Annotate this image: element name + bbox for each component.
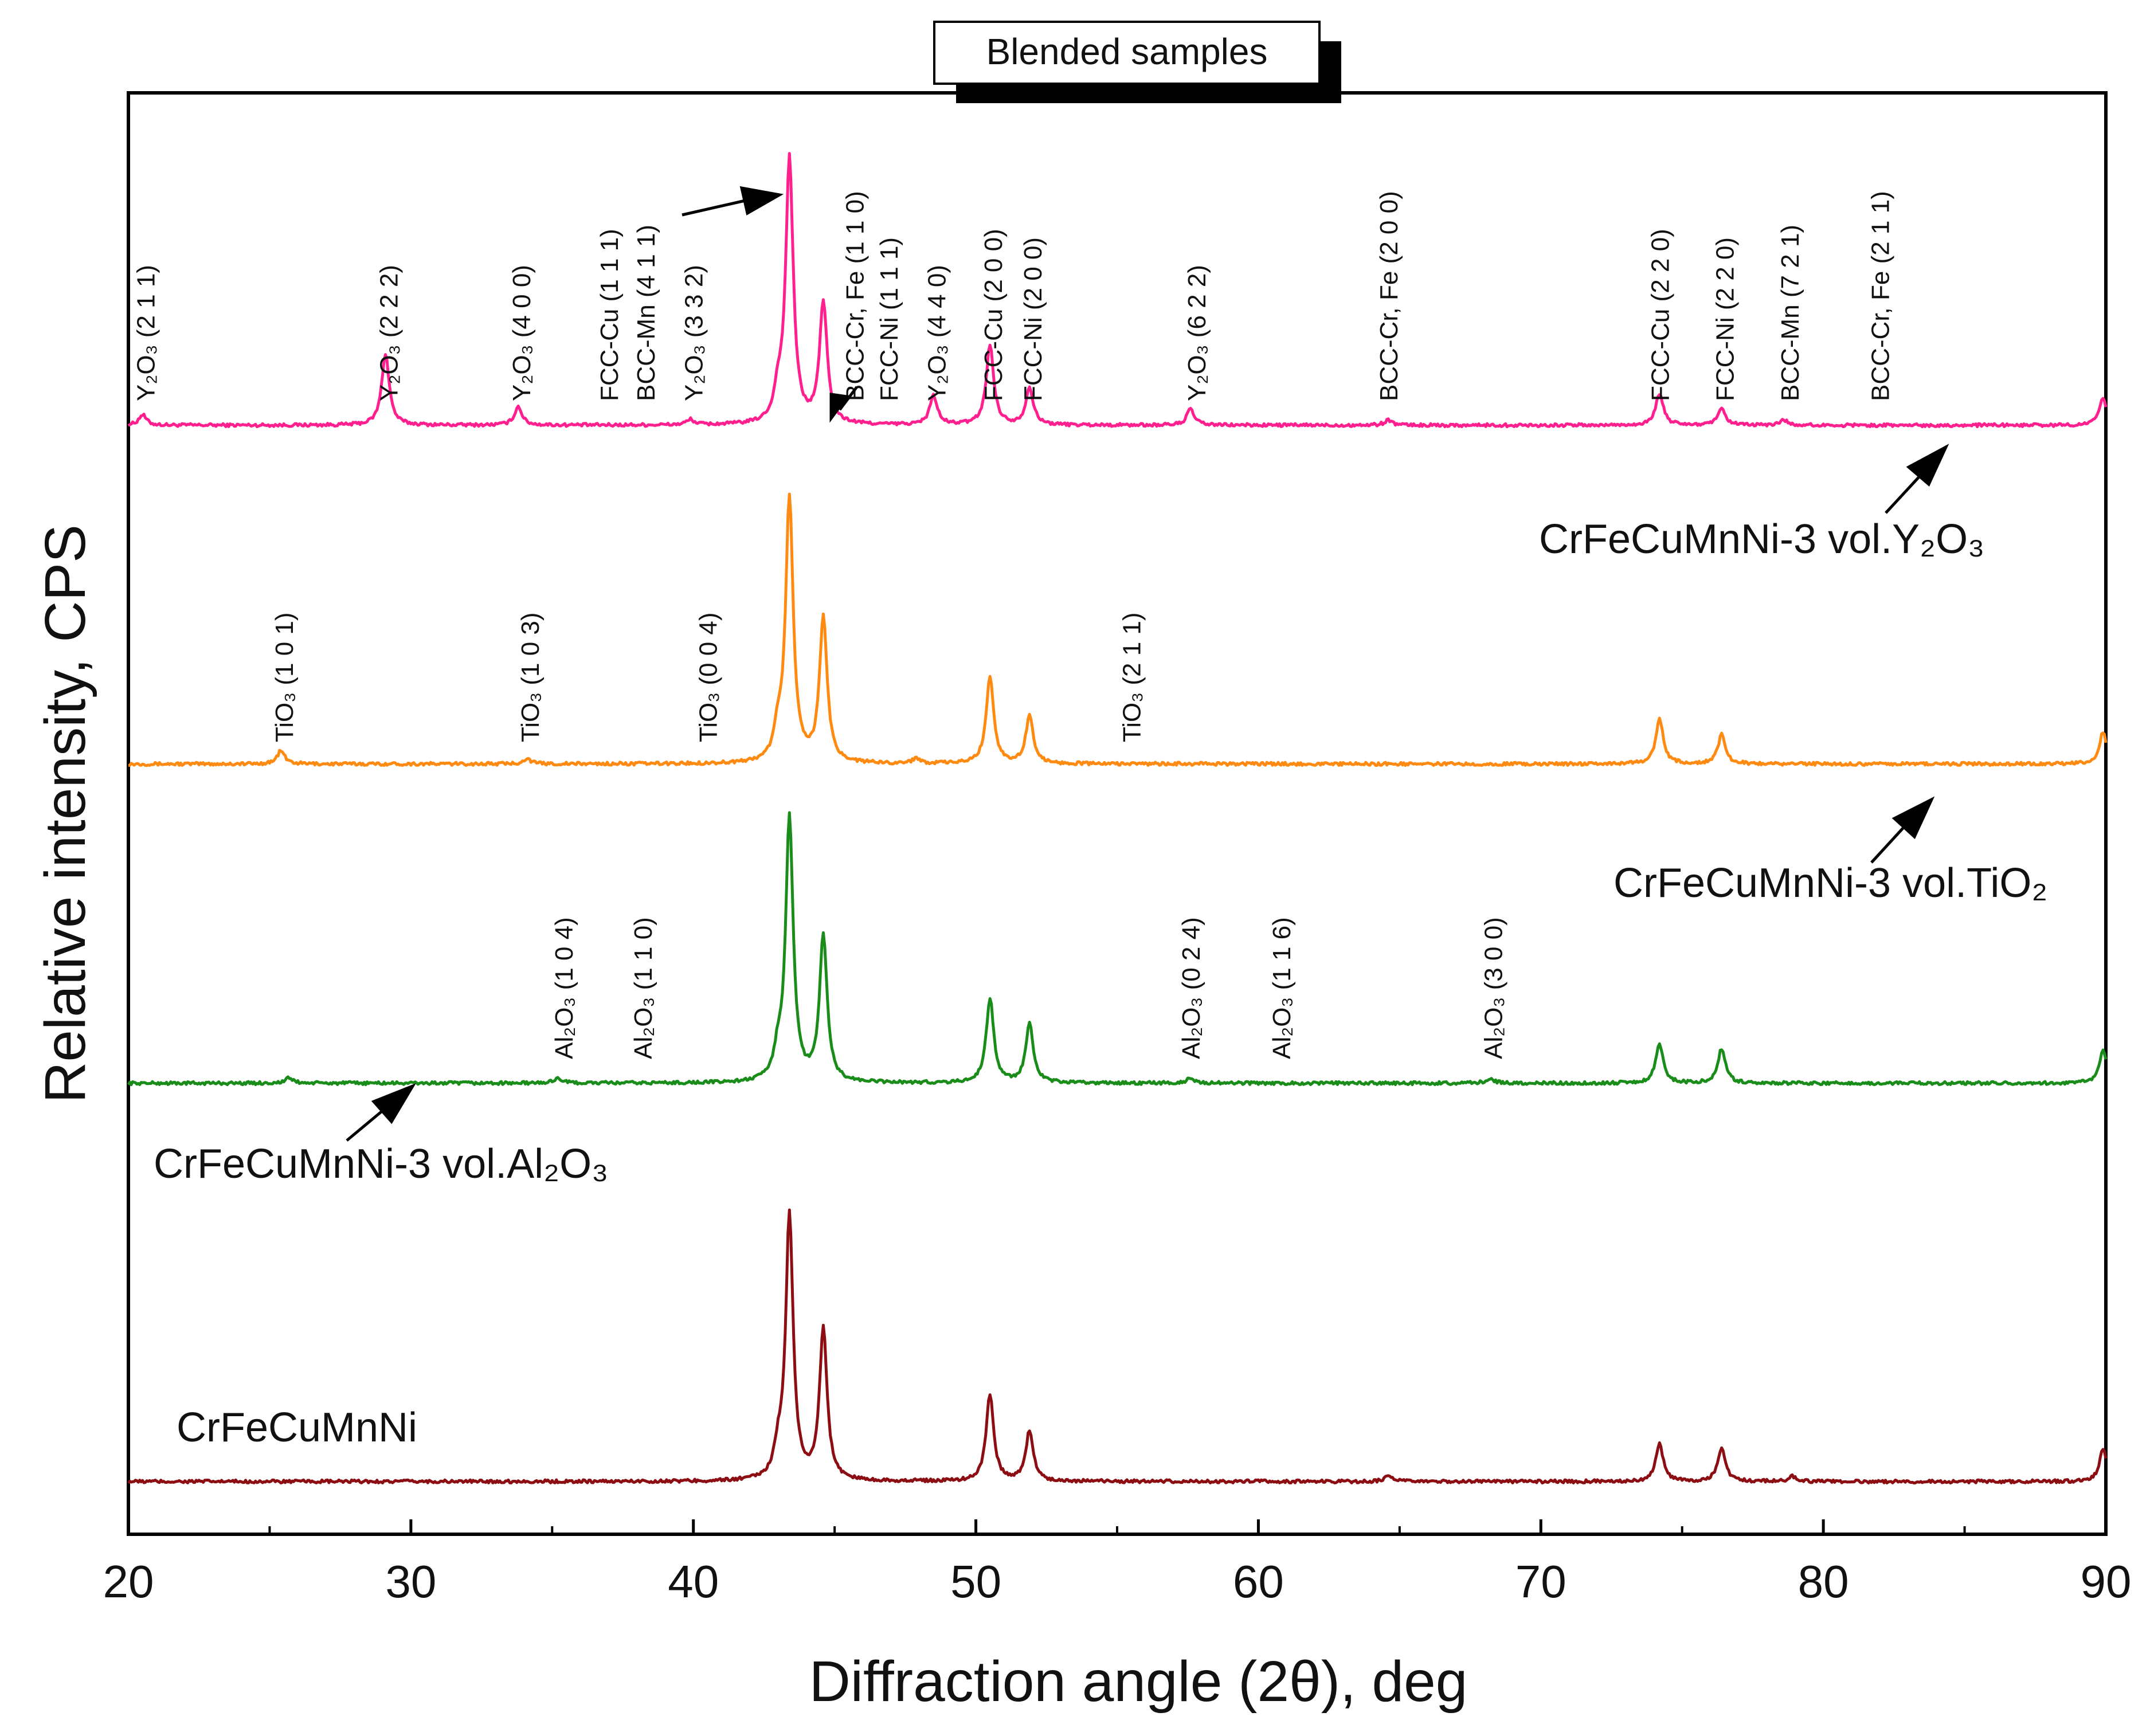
series-name: CrFeCuMnNi-3 vol.Al₂O₃ [154, 1141, 608, 1187]
x-axis-ticks: 20 30 40 50 60 70 80 90 [103, 1519, 2132, 1607]
x-tick-label: 50 [950, 1556, 1001, 1607]
peak-label: TiO₃ (2 1 1) [1118, 612, 1146, 742]
series-names: CrFeCuMnNi-3 vol.Y₂O₃ CrFeCuMnNi-3 vol.Ti… [154, 516, 2047, 1451]
series-layer [127, 152, 2108, 1485]
peak-label: Y₂O₃ (2 2 2) [375, 265, 403, 401]
x-tick-label: 40 [668, 1556, 719, 1607]
series-name: CrFeCuMnNi-3 vol.Y₂O₃ [1539, 516, 1984, 562]
peak-label: Y₂O₃ (4 0 0) [508, 265, 536, 401]
peak-label: Al₂O₃ (1 0 4) [550, 917, 578, 1059]
peak-label: FCC-Cu (1 1 1) [596, 229, 624, 401]
plot-frame [127, 91, 2108, 1536]
peak-label: FCC-Ni (2 2 0) [1712, 237, 1740, 401]
peak-label: FCC-Cu (2 0 0) [980, 229, 1008, 401]
arrow-bcc-cr-fe-110 [829, 386, 858, 423]
title-box-frame [933, 21, 1321, 85]
peak-label: Y₂O₃ (6 2 2) [1183, 265, 1211, 401]
x-tick-label: 90 [2081, 1556, 2132, 1607]
series-name: CrFeCuMnNi-3 vol.TiO₂ [1613, 860, 2047, 906]
peak-label: BCC-Mn (4 1 1) [632, 225, 660, 401]
title-box: Blended samples [933, 21, 1341, 103]
peak-label: TiO₃ (1 0 3) [516, 612, 545, 742]
peak-label: BCC-Mn (7 2 1) [1776, 225, 1804, 401]
arrows [346, 186, 1949, 1142]
series-line [127, 1208, 2108, 1485]
peak-label: FCC-Ni (1 1 1) [875, 237, 903, 401]
x-tick-label: 30 [385, 1556, 436, 1607]
arrow-y2o3-series [1885, 444, 1949, 514]
arrow-al2o3-series [346, 1083, 416, 1142]
y-axis-label: Relative intensity, CPS [33, 524, 97, 1103]
x-tick-label: 60 [1233, 1556, 1284, 1607]
peak-label: FCC-Ni (2 0 0) [1019, 237, 1047, 401]
peak-label: BCC-Cr, Fe (1 1 0) [841, 191, 870, 401]
series-line [127, 811, 2108, 1087]
peak-label: Y₂O₃ (3 3 2) [680, 265, 708, 401]
x-tick-label: 80 [1798, 1556, 1849, 1607]
x-tick-label: 20 [103, 1556, 154, 1607]
peak-label: TiO₃ (0 0 4) [694, 612, 722, 742]
arrow-fcc-cu-111 [682, 186, 784, 217]
peak-label: BCC-Cr, Fe (2 0 0) [1375, 191, 1403, 401]
peak-label: Y₂O₃ (4 4 0) [923, 265, 951, 401]
peak-label: Al₂O₃ (0 2 4) [1177, 917, 1205, 1059]
x-axis-label: Diffraction angle (2θ), deg [809, 1649, 1468, 1714]
peak-label: Al₂O₃ (1 1 6) [1268, 917, 1296, 1059]
chart-title: Blended samples [986, 31, 1268, 72]
peak-label: TiO₃ (1 0 1) [271, 612, 299, 742]
series-line [127, 152, 2108, 429]
peak-label: FCC-Cu (2 2 0) [1646, 229, 1674, 401]
peak-label: Y₂O₃ (2 1 1) [132, 265, 160, 401]
peak-label: Al₂O₃ (3 0 0) [1480, 917, 1508, 1059]
x-tick-label: 70 [1515, 1556, 1566, 1607]
series-name: CrFeCuMnNi [177, 1405, 417, 1451]
arrow-tio2-series [1870, 796, 1935, 864]
peak-label: BCC-Cr, Fe (2 1 1) [1867, 191, 1895, 401]
peak-annotations: Y₂O₃ (2 1 1) Y₂O₃ (2 2 2) Y₂O₃ (4 0 0) FCC-… [132, 191, 1895, 1059]
series-line [128, 492, 2108, 767]
peak-label: Al₂O₃ (1 1 0) [629, 917, 657, 1059]
